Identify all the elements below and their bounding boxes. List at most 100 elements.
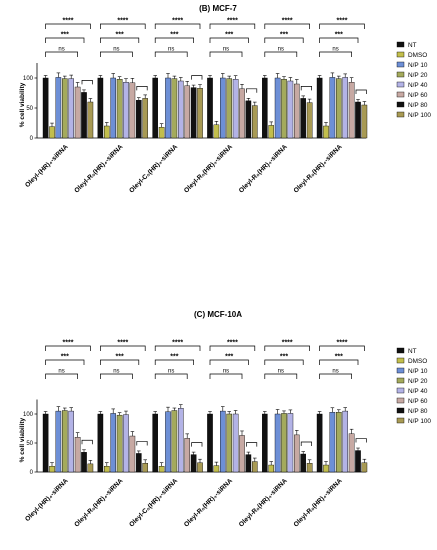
legend: NT DMSO N/P 10 N/P 20 N/P 40 N/P 60 N/P 80 N/P … bbox=[396, 347, 431, 425]
bar bbox=[245, 100, 252, 139]
significance-label: **** bbox=[227, 18, 238, 25]
significance-label: ns bbox=[113, 47, 119, 53]
significance-bracket bbox=[264, 23, 310, 29]
legend: NT DMSO N/P 10 N/P 20 N/P 40 N/P 60 N/P 80 N/P … bbox=[396, 41, 431, 119]
bar bbox=[177, 80, 184, 139]
bar bbox=[81, 92, 87, 139]
bar bbox=[110, 77, 116, 139]
y-axis-label: % cell viability bbox=[19, 82, 26, 127]
legend-label: N/P 20 bbox=[408, 378, 428, 385]
bar bbox=[103, 466, 110, 473]
significance-bracket bbox=[264, 345, 310, 351]
bar bbox=[49, 466, 55, 473]
bar bbox=[184, 438, 191, 473]
bar bbox=[219, 410, 226, 473]
significance-label: *** bbox=[170, 354, 178, 361]
significance-bracket bbox=[264, 51, 298, 57]
significance-bracket bbox=[45, 51, 78, 57]
bar bbox=[300, 453, 307, 473]
legend-swatch bbox=[396, 377, 405, 384]
bar bbox=[158, 466, 165, 473]
significance-label: **** bbox=[117, 340, 128, 347]
bar bbox=[87, 463, 94, 473]
bar bbox=[329, 412, 336, 473]
bar bbox=[226, 78, 233, 139]
bar bbox=[116, 78, 123, 139]
significance-bracket bbox=[209, 51, 243, 57]
y-tick-label: 100 bbox=[23, 76, 34, 82]
bar bbox=[219, 77, 226, 139]
significance-bracket bbox=[209, 345, 256, 351]
bar bbox=[306, 102, 313, 139]
bar bbox=[62, 410, 68, 473]
legend-swatch bbox=[396, 101, 405, 108]
bar bbox=[207, 413, 213, 473]
legend-swatch bbox=[396, 51, 405, 58]
bar bbox=[165, 77, 171, 139]
bar bbox=[152, 77, 159, 139]
bar bbox=[281, 413, 287, 473]
bar bbox=[171, 410, 178, 473]
bar bbox=[239, 88, 245, 139]
significance-bracket bbox=[264, 373, 298, 379]
bar bbox=[129, 435, 136, 473]
bar bbox=[103, 125, 110, 139]
significance-bracket bbox=[100, 37, 140, 43]
significance-bracket bbox=[154, 37, 194, 43]
significance-label: *** bbox=[335, 354, 343, 361]
bar bbox=[123, 81, 129, 139]
legend-swatch bbox=[396, 387, 405, 394]
bar bbox=[251, 461, 258, 473]
bar bbox=[42, 413, 49, 473]
bar bbox=[158, 126, 165, 139]
bar bbox=[342, 410, 349, 473]
significance-label: **** bbox=[282, 18, 293, 25]
significance-bracket bbox=[300, 441, 312, 447]
significance-label: ns bbox=[278, 369, 284, 375]
legend-label: NT bbox=[408, 42, 417, 49]
category-label: Oleyl-R₅(HR)₄-siRNA bbox=[238, 143, 289, 194]
significance-label: ns bbox=[168, 47, 174, 53]
significance-bracket bbox=[209, 37, 249, 43]
bar bbox=[190, 87, 197, 139]
legend-label: NT bbox=[408, 348, 417, 355]
significance-label: ns bbox=[332, 47, 338, 53]
significance-bracket bbox=[191, 75, 203, 80]
significance-bracket bbox=[136, 86, 148, 91]
bar bbox=[142, 98, 149, 139]
bar bbox=[262, 77, 268, 139]
significance-bracket bbox=[154, 51, 188, 57]
y-tick-label: 50 bbox=[26, 441, 33, 447]
significance-bracket bbox=[45, 359, 85, 365]
category-label: Oleyl-C₅(HR)₄-siRNA bbox=[128, 143, 179, 194]
legend-swatch bbox=[396, 41, 405, 48]
bar bbox=[294, 83, 300, 139]
significance-bracket bbox=[100, 23, 146, 29]
significance-bracket bbox=[45, 23, 91, 29]
bar bbox=[165, 411, 171, 473]
legend-label: N/P 10 bbox=[408, 368, 428, 375]
bar bbox=[232, 413, 239, 473]
legend-swatch bbox=[396, 357, 405, 364]
legend-label: N/P 40 bbox=[408, 82, 428, 89]
bar bbox=[262, 413, 268, 473]
significance-label: *** bbox=[225, 354, 233, 361]
significance-label: *** bbox=[280, 354, 288, 361]
significance-label: *** bbox=[116, 32, 124, 39]
significance-label: *** bbox=[280, 32, 288, 39]
legend-label: N/P 10 bbox=[408, 62, 428, 69]
significance-bracket bbox=[45, 37, 85, 43]
significance-bracket bbox=[100, 373, 133, 379]
bar bbox=[68, 410, 74, 473]
bar bbox=[226, 413, 233, 473]
legend-swatch bbox=[396, 397, 405, 404]
y-tick-label: 100 bbox=[23, 412, 34, 418]
legend-swatch bbox=[396, 417, 405, 424]
bar bbox=[177, 408, 184, 473]
